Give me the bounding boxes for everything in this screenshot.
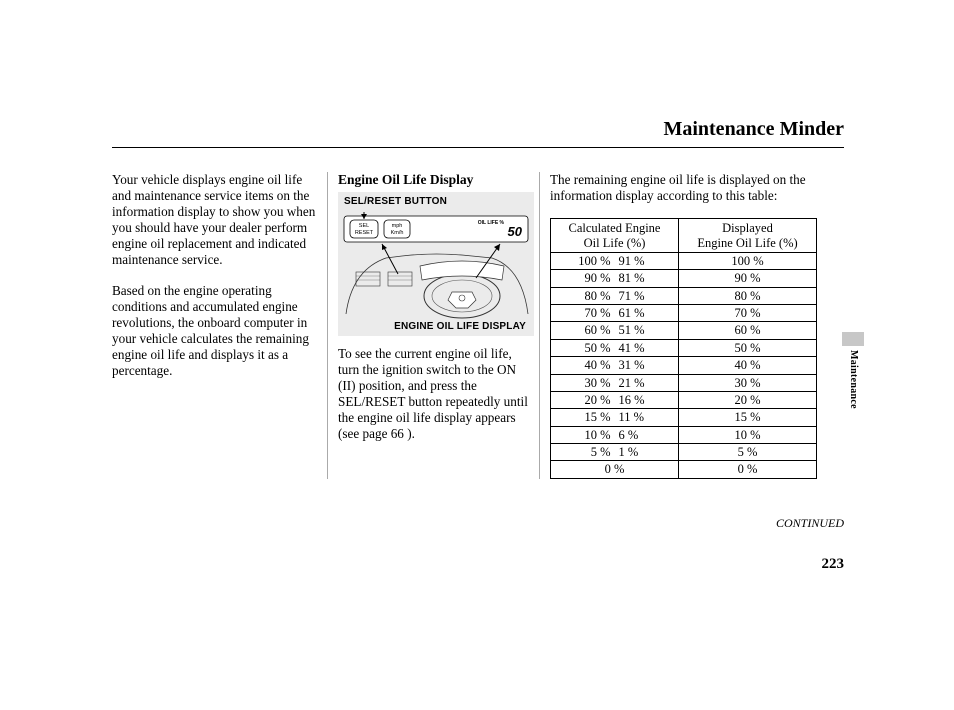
table-row: 5 %1 %5 % bbox=[551, 444, 817, 461]
cell-displayed: 0 % bbox=[679, 461, 817, 478]
column-1: Your vehicle displays engine oil life an… bbox=[112, 172, 328, 479]
title-row: Maintenance Minder bbox=[112, 118, 844, 148]
sel-text: SEL bbox=[359, 223, 369, 229]
cell-displayed: 50 % bbox=[679, 339, 817, 356]
intro-paragraph-2: Based on the engine operating conditions… bbox=[112, 283, 317, 380]
table-intro-paragraph: The remaining engine oil life is display… bbox=[550, 172, 830, 204]
table-row: 0 %0 % bbox=[551, 461, 817, 478]
page-title: Maintenance Minder bbox=[112, 118, 844, 141]
cell-calculated: 50 %41 % bbox=[551, 339, 679, 356]
cell-calculated: 60 %51 % bbox=[551, 322, 679, 339]
cell-displayed: 40 % bbox=[679, 357, 817, 374]
reset-text: RESET bbox=[355, 230, 374, 236]
table-row: 100 %91 %100 % bbox=[551, 252, 817, 269]
diagram-label-oil-life-display: ENGINE OIL LIFE DISPLAY bbox=[394, 321, 526, 332]
table-header-row: Calculated Engine Oil Life (%) Displayed… bbox=[551, 219, 817, 253]
cell-calculated: 0 % bbox=[551, 461, 679, 478]
lcd-value: 50 bbox=[508, 224, 523, 239]
oil-life-table: Calculated Engine Oil Life (%) Displayed… bbox=[550, 218, 817, 479]
table-row: 60 %51 %60 % bbox=[551, 322, 817, 339]
section-tab: Maintenance bbox=[842, 332, 864, 412]
dashboard-diagram: SEL/RESET BUTTON SEL RESET mph Km/h OIL … bbox=[338, 192, 534, 336]
cell-displayed: 5 % bbox=[679, 444, 817, 461]
continued-label: CONTINUED bbox=[776, 516, 844, 531]
table-row: 20 %16 %20 % bbox=[551, 391, 817, 408]
cell-calculated: 80 %71 % bbox=[551, 287, 679, 304]
cell-calculated: 40 %31 % bbox=[551, 357, 679, 374]
lcd-label: OIL LIFE % bbox=[478, 220, 505, 226]
table-row: 50 %41 %50 % bbox=[551, 339, 817, 356]
column-2: Engine Oil Life Display SEL/RESET BUTTON… bbox=[328, 172, 540, 479]
table-row: 15 %11 %15 % bbox=[551, 409, 817, 426]
cell-calculated: 5 %1 % bbox=[551, 444, 679, 461]
intro-paragraph-1: Your vehicle displays engine oil life an… bbox=[112, 172, 317, 269]
header-calculated: Calculated Engine Oil Life (%) bbox=[551, 219, 679, 253]
table-row: 30 %21 %30 % bbox=[551, 374, 817, 391]
cell-displayed: 80 % bbox=[679, 287, 817, 304]
dashboard-svg: SEL RESET mph Km/h OIL LIFE % 50 bbox=[342, 210, 530, 320]
instructions-paragraph: To see the current engine oil life, turn… bbox=[338, 346, 529, 443]
subheading-oil-life: Engine Oil Life Display bbox=[338, 172, 529, 188]
cell-displayed: 60 % bbox=[679, 322, 817, 339]
table-row: 90 %81 %90 % bbox=[551, 270, 817, 287]
cell-displayed: 30 % bbox=[679, 374, 817, 391]
cell-displayed: 100 % bbox=[679, 252, 817, 269]
kmh-text: Km/h bbox=[391, 230, 404, 236]
cell-calculated: 100 %91 % bbox=[551, 252, 679, 269]
table-row: 80 %71 %80 % bbox=[551, 287, 817, 304]
table-row: 10 %6 %10 % bbox=[551, 426, 817, 443]
table-row: 70 %61 %70 % bbox=[551, 305, 817, 322]
manual-page: Maintenance Minder Your vehicle displays… bbox=[112, 118, 844, 479]
mph-text: mph bbox=[392, 223, 403, 229]
section-tab-block bbox=[842, 332, 864, 346]
content-columns: Your vehicle displays engine oil life an… bbox=[112, 172, 844, 479]
diagram-label-sel-reset: SEL/RESET BUTTON bbox=[344, 196, 528, 207]
cell-calculated: 30 %21 % bbox=[551, 374, 679, 391]
cell-displayed: 15 % bbox=[679, 409, 817, 426]
cell-displayed: 70 % bbox=[679, 305, 817, 322]
section-tab-label: Maintenance bbox=[848, 350, 859, 409]
cell-calculated: 15 %11 % bbox=[551, 409, 679, 426]
cell-displayed: 10 % bbox=[679, 426, 817, 443]
cell-calculated: 10 %6 % bbox=[551, 426, 679, 443]
page-number: 223 bbox=[822, 556, 845, 573]
cell-displayed: 20 % bbox=[679, 391, 817, 408]
cell-calculated: 70 %61 % bbox=[551, 305, 679, 322]
table-row: 40 %31 %40 % bbox=[551, 357, 817, 374]
cell-calculated: 90 %81 % bbox=[551, 270, 679, 287]
cell-displayed: 90 % bbox=[679, 270, 817, 287]
header-displayed: Displayed Engine Oil Life (%) bbox=[679, 219, 817, 253]
cell-calculated: 20 %16 % bbox=[551, 391, 679, 408]
column-3: The remaining engine oil life is display… bbox=[540, 172, 830, 479]
